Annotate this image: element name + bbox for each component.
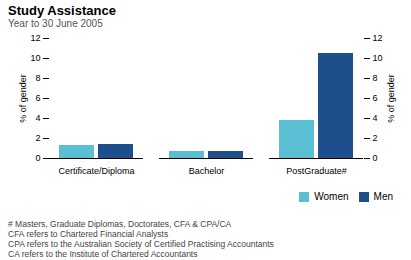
html-text:CA refers to the Institute of: CA refers to the Institute of Chartered … bbox=[8, 249, 198, 259]
svg-text:PostGraduate#: PostGraduate# bbox=[286, 166, 347, 176]
svg-text:6: 6 bbox=[373, 93, 378, 103]
svg-text:2: 2 bbox=[373, 133, 378, 143]
svg-text:12: 12 bbox=[30, 33, 40, 43]
svg-text:4: 4 bbox=[35, 113, 40, 123]
svg-text:10: 10 bbox=[373, 53, 383, 63]
svg-text:Bachelor: Bachelor bbox=[189, 166, 225, 176]
html-text:# Masters, Graduate Diplomas,: # Masters, Graduate Diplomas, Doctorates… bbox=[8, 219, 232, 229]
svg-text:Certificate/Diploma: Certificate/Diploma bbox=[58, 166, 134, 176]
svg-text:10: 10 bbox=[30, 53, 40, 63]
html-text:CPA refers to the Australian S: CPA refers to the Australian Society of … bbox=[8, 239, 274, 249]
svg-text:8: 8 bbox=[35, 73, 40, 83]
svg-text:0: 0 bbox=[373, 153, 378, 163]
svg-text:8: 8 bbox=[373, 73, 378, 83]
html-text:Women: Women bbox=[314, 191, 349, 202]
svg-text:6: 6 bbox=[35, 93, 40, 103]
html-text:Men: Men bbox=[373, 191, 393, 202]
html-text:Year to 30 June 2005: Year to 30 June 2005 bbox=[8, 18, 103, 29]
svg-text:2: 2 bbox=[35, 133, 40, 143]
svg-text:% of gender: % of gender bbox=[18, 74, 28, 123]
svg-text:0: 0 bbox=[35, 153, 40, 163]
svg-text:4: 4 bbox=[373, 113, 378, 123]
html-text:Study Assistance: Study Assistance bbox=[8, 3, 116, 18]
svg-text:% of gender: % of gender bbox=[386, 74, 396, 123]
svg-text:12: 12 bbox=[373, 33, 383, 43]
html-text:CFA refers to Chartered Financ: CFA refers to Chartered Financial Analys… bbox=[8, 229, 169, 239]
